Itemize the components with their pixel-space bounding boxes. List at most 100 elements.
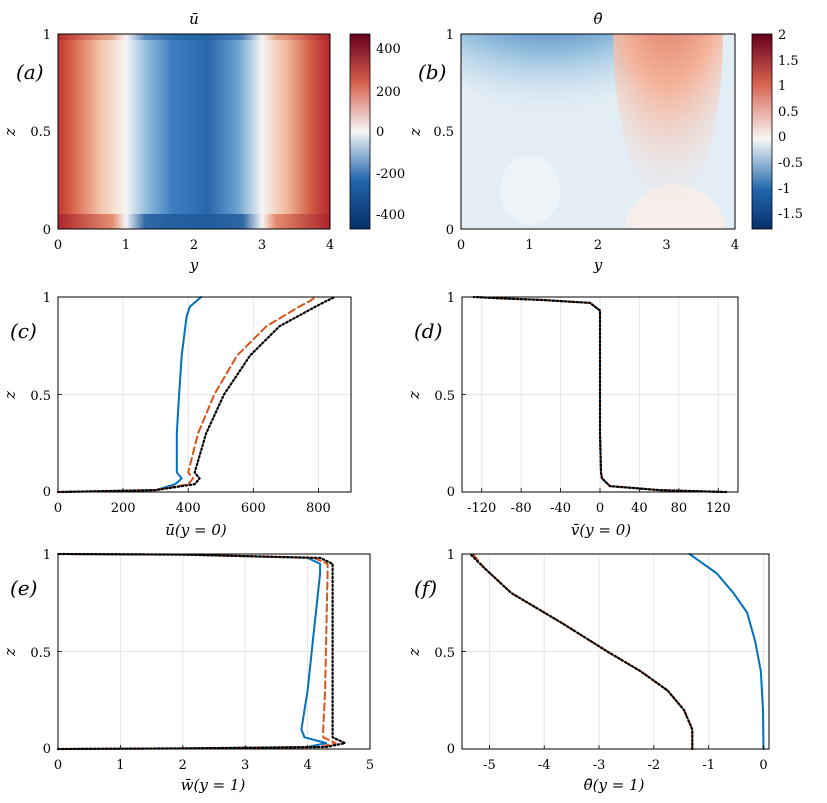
panel-b-cbar-tick: 1 — [778, 79, 786, 94]
panel-f-ylabel: z — [405, 648, 423, 657]
panel-f: (f) θ̄(y = 1) z 0 0.5 1 -5 -4 -3 -2 -1 0 — [405, 548, 770, 794]
panel-c-xtick: 400 — [176, 501, 201, 516]
panel-b-xaxis: 0 1 2 3 4 y — [457, 238, 739, 274]
panel-e-xtick: 0 — [54, 758, 62, 773]
panel-b-cbar-tick: 2 — [778, 28, 786, 43]
panel-f-series-solid — [688, 553, 765, 750]
panel-a-cbar-tick: 400 — [376, 42, 401, 57]
panel-f-xtick: -5 — [483, 758, 496, 773]
panel-f-xtick: -1 — [702, 758, 715, 773]
panel-d-xtick: -120 — [467, 501, 496, 516]
panel-b-xtick: 0 — [457, 238, 465, 253]
panel-e-ytick: 0 — [43, 742, 51, 757]
panel-b-yaxis: 0 0.5 1 z — [406, 28, 454, 238]
panel-e-xtick: 2 — [179, 758, 187, 773]
panel-d-label: (d) — [414, 319, 442, 343]
panel-a-xtick: 2 — [190, 238, 198, 253]
panel-e-series-dotted — [56, 552, 347, 751]
panel-c-xtick: 0 — [54, 501, 62, 516]
panel-d-xtick: 0 — [596, 501, 604, 516]
panel-a-heatmap — [58, 34, 330, 229]
panel-d-xtick: -40 — [550, 501, 571, 516]
panel-b: θ̄ (b) 0 1 2 3 4 y 0 0.5 1 z 2 1.5 1 — [406, 10, 803, 274]
panel-f-xtick: 0 — [759, 758, 767, 773]
panel-a-xlabel: y — [189, 256, 199, 274]
panel-d-xtick: 40 — [631, 501, 648, 516]
panel-f-ytick: 0 — [447, 742, 455, 757]
panel-e-label: (e) — [10, 576, 37, 600]
panel-a-ylabel: z — [1, 128, 19, 137]
panel-c-ytick: 1 — [43, 291, 51, 306]
panel-f-xtick: -3 — [593, 758, 606, 773]
panel-b-xtick: 1 — [525, 238, 533, 253]
panel-b-title: θ̄ — [593, 10, 602, 28]
panel-d-ytick: 1 — [447, 291, 455, 306]
panel-a-colorbar: 400 200 0 -200 -400 — [349, 33, 405, 230]
panel-b-xtick: 4 — [731, 238, 739, 253]
panel-a: ū (a) 0 1 2 3 4 y 0 0.5 1 z 400 200 0 -2… — [1, 10, 405, 274]
panel-c-ylabel: z — [1, 391, 19, 400]
panel-e-xtick: 4 — [303, 758, 311, 773]
panel-d-series-dotted — [472, 295, 728, 494]
panel-b-colorbar: 2 1.5 1 0.5 0 -0.5 -1 -1.5 — [751, 28, 803, 230]
panel-a-xtick: 0 — [54, 238, 62, 253]
panel-c-xtick: 600 — [241, 501, 266, 516]
panel-f-label: (f) — [414, 576, 437, 600]
panel-c-xlabel: ū(y = 0) — [165, 521, 227, 539]
panel-a-cbar-tick: -400 — [376, 208, 405, 223]
panel-e: (e) w̄(y = 1) z 0 0.5 1 0 1 2 3 4 5 — [1, 548, 374, 794]
panel-c-series-dashed — [57, 296, 317, 493]
panel-a-cbar-tick: 200 — [376, 85, 401, 100]
panel-e-xlabel: w̄(y = 1) — [181, 776, 246, 794]
panel-c-ytick: 0.5 — [30, 389, 51, 404]
panel-b-ylabel: z — [406, 128, 424, 137]
panel-d-xtick: -80 — [511, 501, 532, 516]
panel-c-series-solid — [57, 296, 203, 493]
panel-c-grid — [57, 297, 351, 492]
panel-b-cbar-tick: 0 — [778, 130, 786, 145]
panel-b-heatmap — [461, 34, 735, 229]
panel-d-ylabel: z — [405, 391, 423, 400]
panel-c-xtick: 200 — [111, 501, 136, 516]
panel-a-cbar-tick: 0 — [376, 125, 384, 140]
panel-a-title: ū — [189, 10, 199, 28]
panel-d-ytick: 0 — [447, 485, 455, 500]
panel-a-ytick: 0.5 — [30, 125, 51, 140]
panel-e-ytick: 1 — [43, 548, 51, 563]
panel-d-ytick: 0.5 — [434, 389, 455, 404]
panel-b-xlabel: y — [593, 256, 603, 274]
panel-a-xaxis: 0 1 2 3 4 y — [54, 238, 334, 274]
panel-e-xtick: 3 — [241, 758, 249, 773]
panel-b-ytick: 0 — [446, 223, 454, 238]
panel-f-xlabel: θ̄(y = 1) — [584, 776, 645, 794]
panel-e-ytick: 0.5 — [30, 646, 51, 661]
panel-f-series-dotted — [469, 552, 694, 751]
panel-b-ytick: 1 — [446, 28, 454, 43]
panel-d-xtick: 80 — [671, 501, 688, 516]
panel-f-ytick: 1 — [447, 548, 455, 563]
panel-b-cbar-tick: 1.5 — [778, 54, 799, 69]
panel-b-cbar-tick: -0.5 — [778, 156, 803, 171]
panel-e-xtick: 5 — [366, 758, 374, 773]
panel-c-series-dotted — [56, 295, 336, 494]
panel-a-xtick: 1 — [122, 238, 130, 253]
panel-e-xtick: 1 — [116, 758, 124, 773]
panel-e-series-dashed — [57, 553, 337, 750]
panel-b-label: (b) — [418, 60, 446, 84]
panel-a-cbar-tick: -200 — [376, 167, 405, 182]
panel-f-grid — [462, 554, 769, 749]
panel-a-ytick: 0 — [43, 223, 51, 238]
panel-b-xtick: 2 — [594, 238, 602, 253]
panel-f-ytick: 0.5 — [434, 646, 455, 661]
panel-d: (d) v̄(y = 0) z 0 0.5 1 -120 -80 -40 0 40 80 1… — [405, 291, 739, 539]
panel-e-ylabel: z — [1, 648, 19, 657]
panel-f-xtick: -2 — [648, 758, 661, 773]
panel-a-xtick: 3 — [258, 238, 266, 253]
panel-b-ytick: 0.5 — [433, 125, 454, 140]
panel-b-cbar-tick: -1 — [778, 182, 791, 197]
panel-c-ytick: 0 — [43, 485, 51, 500]
panel-c: (c) ū(y = 0) z 0 0.5 1 0 200 400 600 800 — [1, 291, 352, 539]
panel-a-label: (a) — [16, 60, 44, 84]
panel-a-yaxis: 0 0.5 1 z — [1, 28, 51, 238]
